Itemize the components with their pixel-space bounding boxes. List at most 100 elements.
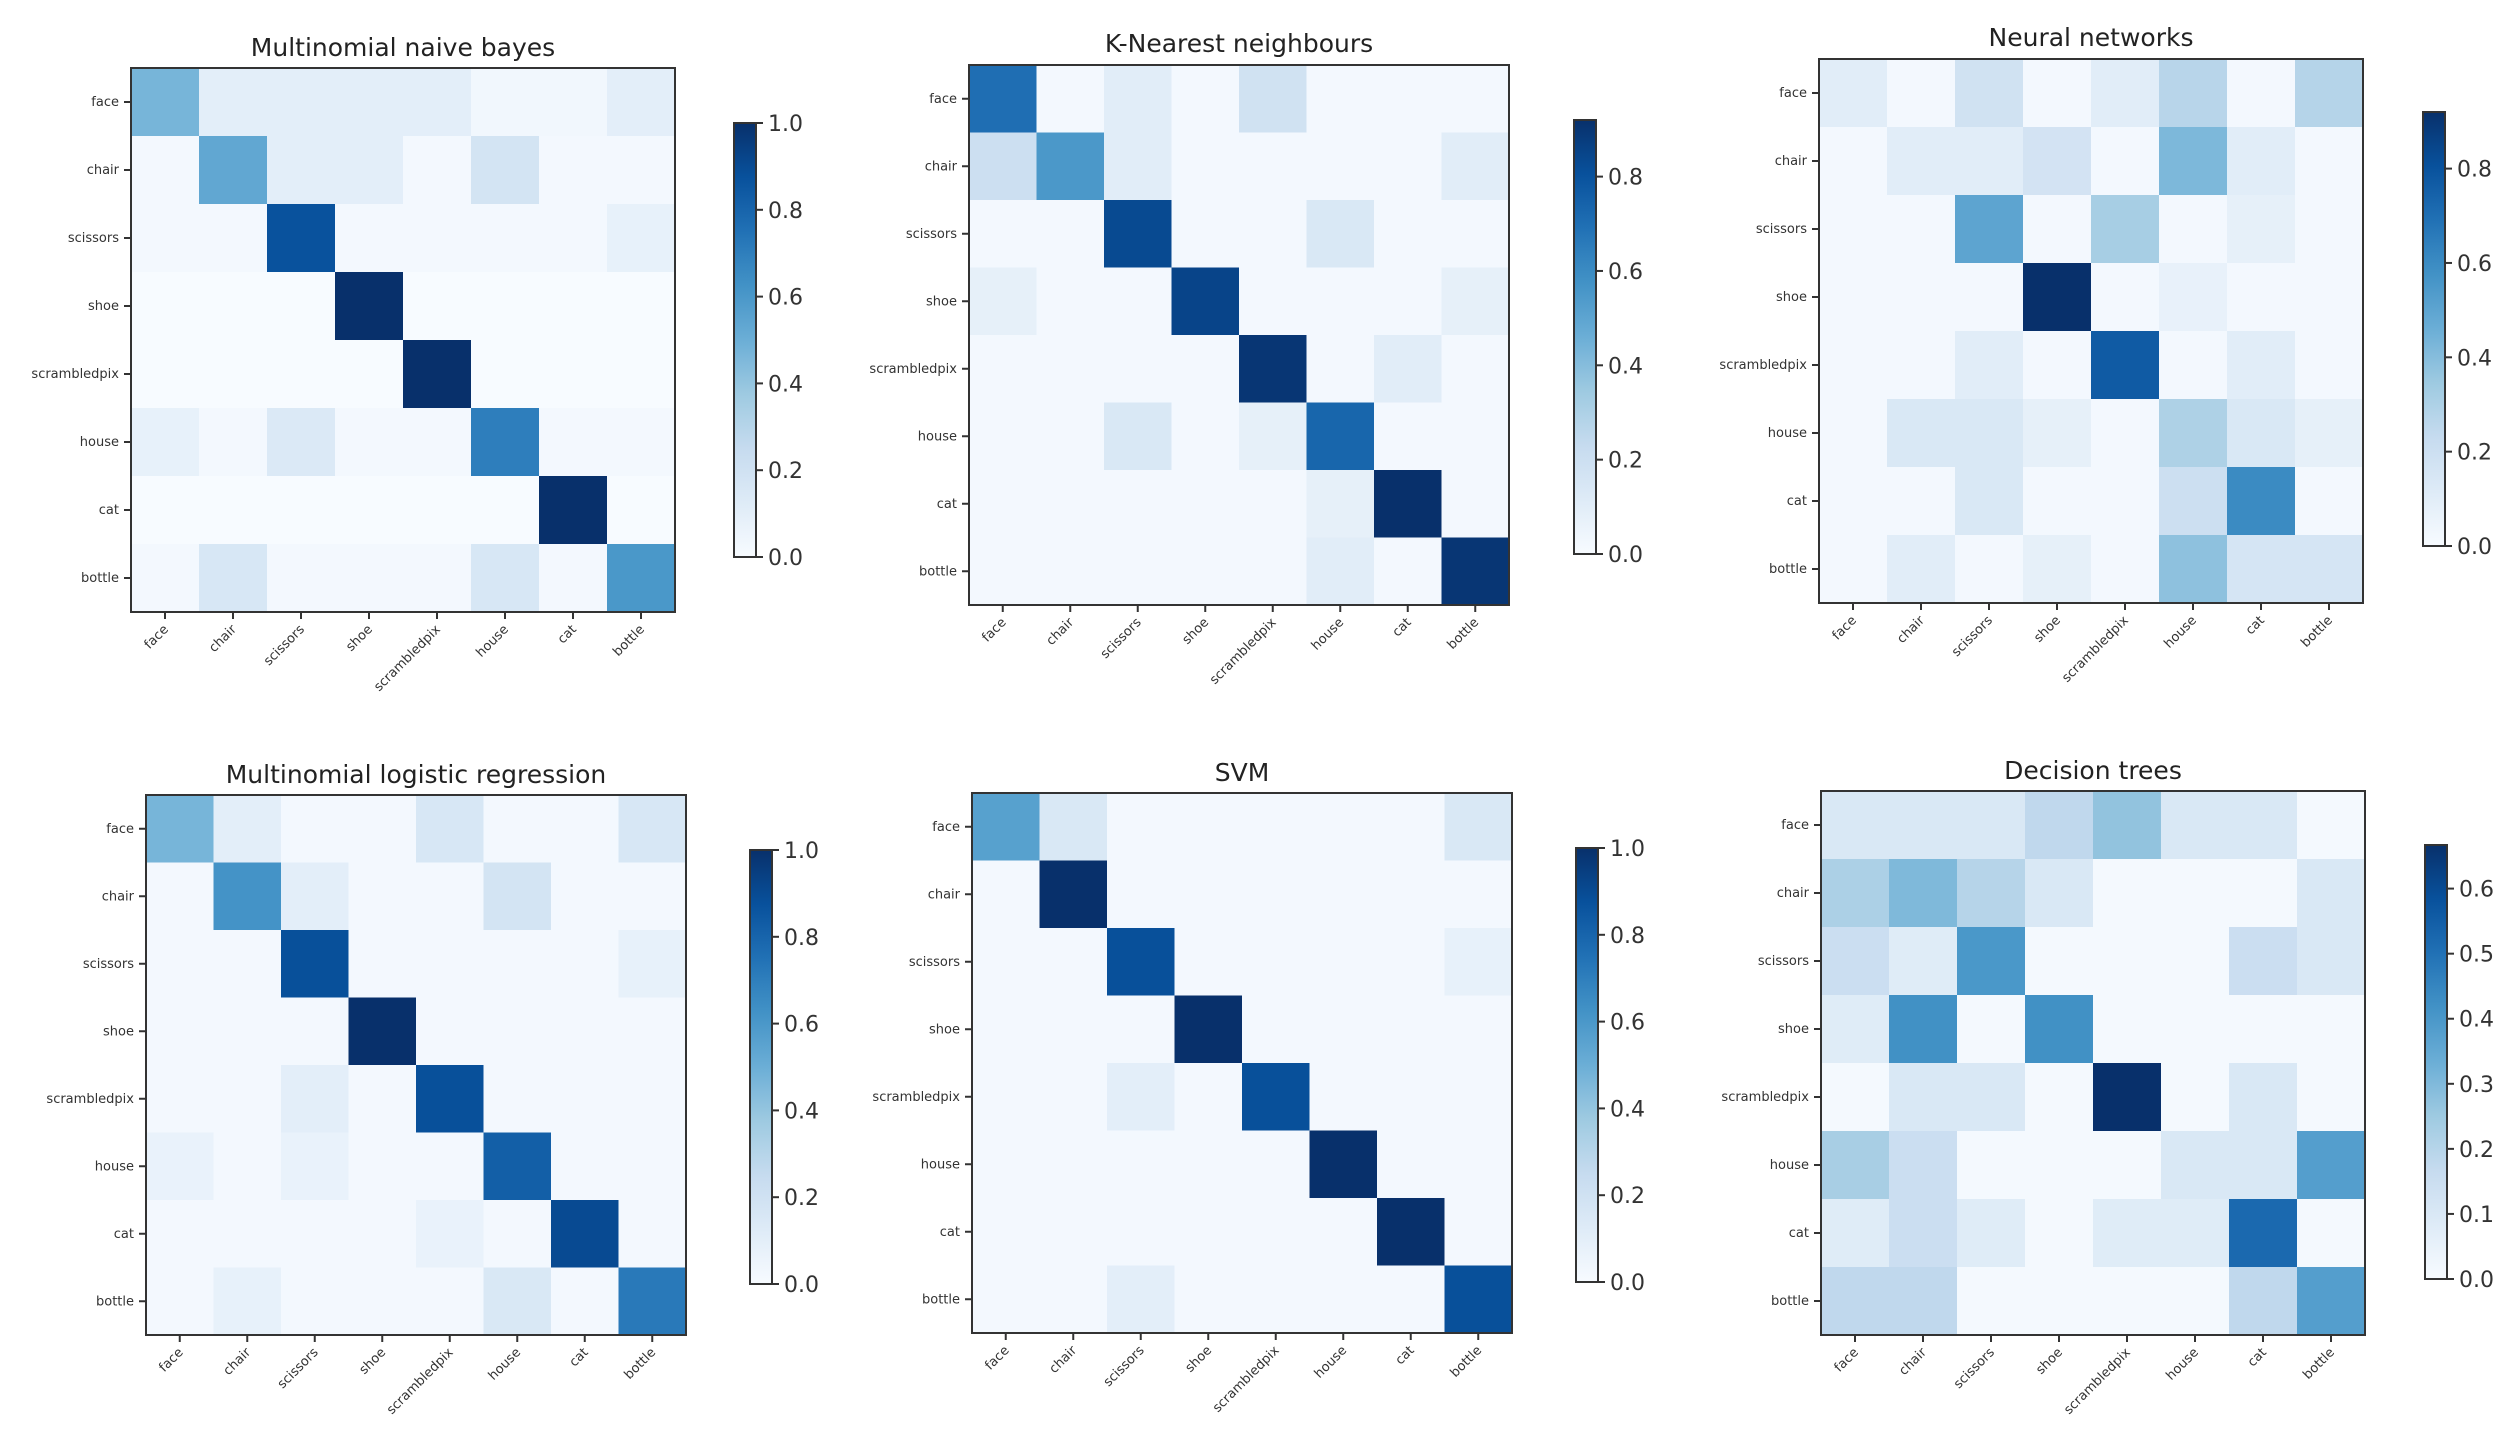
heatmap-cell [1239,470,1307,538]
y-tick-label: house [1770,1158,1809,1173]
x-tick-label: bottle [622,1345,659,1382]
x-tick-label: chair [1896,1345,1930,1379]
heatmap-cell [1107,1265,1175,1334]
x-tick-label: shoe [357,1345,390,1378]
heatmap-cell [2229,1199,2298,1268]
heatmap-cell [1104,200,1172,268]
confusion-matrix-panel-5: SVMfacechairscissorsshoescrambledpixhous… [872,758,1645,1416]
y-tick-label: house [80,435,119,450]
heatmap-cell [403,408,472,477]
colorbar-tick-label: 0.6 [1610,1011,1645,1036]
heatmap-cell [1036,537,1105,606]
heatmap-cell [972,995,1040,1064]
colorbar-tick-label: 0.4 [768,372,803,397]
heatmap-cell [1887,59,1956,128]
heatmap-cell [1821,1199,1890,1268]
heatmap-cell [1444,928,1513,996]
heatmap-cell [416,1267,484,1336]
heatmap-cell [281,997,349,1066]
heatmap-cell [551,795,619,863]
heatmap-cell [1957,791,2026,860]
heatmap-cell [146,1200,214,1268]
x-tick-label: scissors [1098,615,1145,662]
y-tick-label: scissors [909,955,960,970]
x-tick-label: scissors [1101,1343,1148,1390]
heatmap-cell [969,132,1037,201]
y-tick-label: scissors [83,957,134,972]
colorbar-tick-label: 0.3 [2459,1073,2494,1098]
heatmap-cell [403,476,472,545]
heatmap-cell [348,1200,417,1268]
heatmap-cell [1039,928,1108,996]
heatmap-cell [2159,195,2228,264]
heatmap-cell [416,1200,484,1268]
heatmap-cell [1242,928,1310,996]
heatmap-cell [1309,793,1378,861]
heatmap-cell [199,544,268,613]
heatmap-cell [1239,132,1307,201]
y-tick-label: house [1768,426,1807,441]
heatmap-cell [1107,793,1175,861]
heatmap-cell [1821,1267,1890,1336]
colorbar-tick-label: 0.0 [1608,543,1643,568]
heatmap-cell [2297,1267,2366,1336]
y-tick-label: face [91,95,119,110]
confusion-matrix-panel-4: Multinomial logistic regression face chair… [46,760,819,1418]
axes-frame [130,67,676,613]
y-tick-label: bottle [1771,1294,1809,1309]
x-tick-label: house [2162,613,2200,651]
heatmap-cell [1444,793,1513,861]
heatmap-cell [2159,127,2228,196]
y-tick-label: face [932,820,960,835]
x-tick-label: cat [567,1345,592,1370]
heatmap-cell [1887,399,1956,468]
heatmap-cell [551,1065,619,1133]
heatmap-cell [607,544,676,613]
heatmap-cell [1104,267,1172,336]
colorbar-tick-label: 0.2 [1610,1184,1645,1209]
heatmap-cell [607,408,676,477]
heatmap-cell [1889,859,1958,928]
heatmap-cell [146,1267,214,1336]
heatmap-cell [1309,1198,1378,1266]
heatmap-cell [539,476,608,545]
heatmap-cell [131,476,200,545]
heatmap-cell [471,476,540,545]
heatmap-cell [1306,267,1375,336]
heatmap-cell [1889,1131,1958,1200]
heatmap-cell [551,997,619,1066]
x-tick-label: chair [221,1345,255,1379]
colorbar: 0.0 0.2 0.4 0.6 0.8 1.0 [749,839,819,1298]
heatmap-cell [1171,335,1240,403]
colorbar-tick-label: 1.0 [784,839,819,864]
heatmap-cell [2229,995,2298,1064]
x-tick-label: chair [1894,613,1928,647]
heatmap-cell [213,1200,282,1268]
heatmap-cell [1242,995,1310,1064]
heatmap-cell [1174,1265,1243,1334]
heatmap-cell [1242,1130,1310,1199]
x-tick-label: face [142,622,172,652]
heatmap-cell [2159,467,2228,536]
heatmap-cell [1309,995,1378,1064]
colorbar-gradient [733,122,757,558]
heatmap-cell [1174,1130,1243,1199]
heatmap-cell [146,862,214,931]
colorbar-tick-label: 0.0 [1610,1271,1645,1296]
heatmap-cell [1957,859,2026,928]
heatmap-cell [335,136,404,205]
heatmap-cell [551,930,619,998]
chart-title: Multinomial logistic regression [226,760,607,789]
colorbar-tick-label: 0.4 [1610,1097,1645,1122]
y-tick-label: chair [102,889,135,904]
heatmap-cell [483,795,552,863]
heatmap-cell [2023,467,2092,536]
heatmap-cell [1306,132,1375,201]
x-tick-label: shoe [1183,1343,1216,1376]
heatmap-cell [1039,860,1108,929]
heatmap-cell [416,795,484,863]
x-tick-label: house [486,1345,524,1383]
y-tick-label: scissors [906,227,957,242]
heatmap-cell [1242,1198,1310,1266]
heatmap-cell [2295,59,2364,128]
